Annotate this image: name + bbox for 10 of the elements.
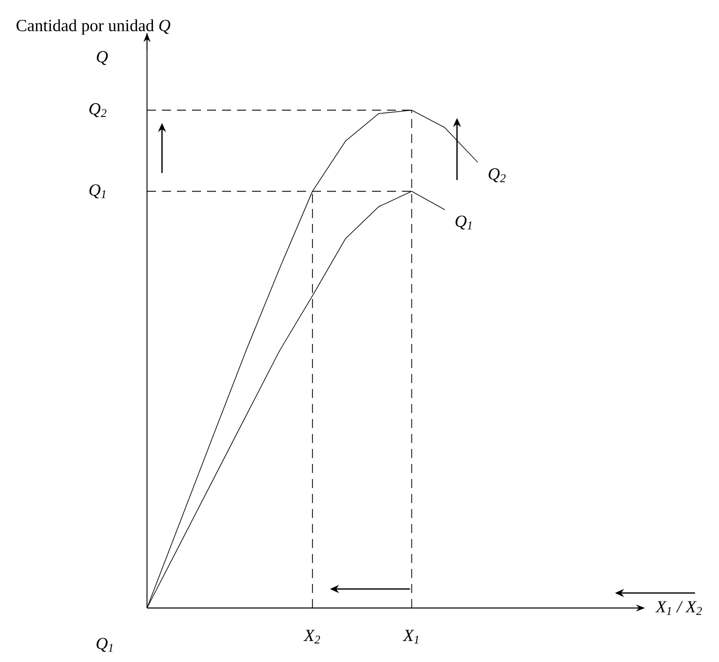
- ref-line-label: Q$_{2}$: [89, 103, 106, 118]
- x-tick-label: X$_{2}$: [303, 630, 320, 644]
- y-axis-title: Q: [96, 51, 108, 65]
- x-tick-label: X$_{1}$: [402, 630, 418, 644]
- series-label: Q$_{1}$: [456, 216, 472, 230]
- x-axis-title: X$_{1}$ / X$_{2}$: [655, 601, 702, 615]
- ref-line-label: Q$_{1}$: [89, 184, 106, 198]
- series-label: Q$_{2}$: [488, 168, 506, 182]
- chart-title: Cantidad por unidad Q: [16, 19, 170, 35]
- text: Q$_{1}$: [96, 638, 113, 652]
